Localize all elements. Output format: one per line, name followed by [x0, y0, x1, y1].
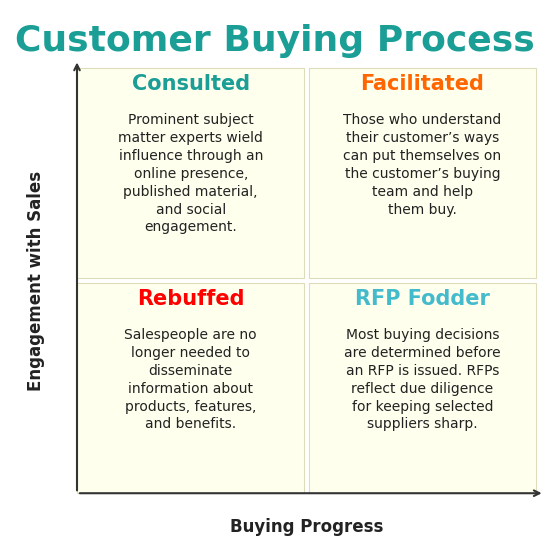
Text: Those who understand
their customer’s ways
can put themselves on
the customer’s : Those who understand their customer’s wa… [343, 113, 502, 216]
FancyBboxPatch shape [309, 283, 536, 493]
Text: Facilitated: Facilitated [361, 74, 485, 94]
FancyBboxPatch shape [77, 68, 305, 279]
Text: Consulted: Consulted [131, 74, 250, 94]
Text: RFP Fodder: RFP Fodder [355, 289, 490, 309]
Text: Rebuffed: Rebuffed [137, 289, 244, 309]
Text: Buying Progress: Buying Progress [230, 518, 383, 535]
Text: Salespeople are no
longer needed to
disseminate
information about
products, feat: Salespeople are no longer needed to diss… [124, 328, 257, 431]
Text: Prominent subject
matter experts wield
influence through an
online presence,
pub: Prominent subject matter experts wield i… [118, 113, 263, 234]
Text: Engagement with Sales: Engagement with Sales [27, 170, 45, 391]
FancyBboxPatch shape [77, 283, 305, 493]
Text: Most buying decisions
are determined before
an RFP is issued. RFPs
reflect due d: Most buying decisions are determined bef… [344, 328, 501, 431]
Text: Customer Buying Process: Customer Buying Process [15, 24, 535, 59]
FancyBboxPatch shape [309, 68, 536, 279]
